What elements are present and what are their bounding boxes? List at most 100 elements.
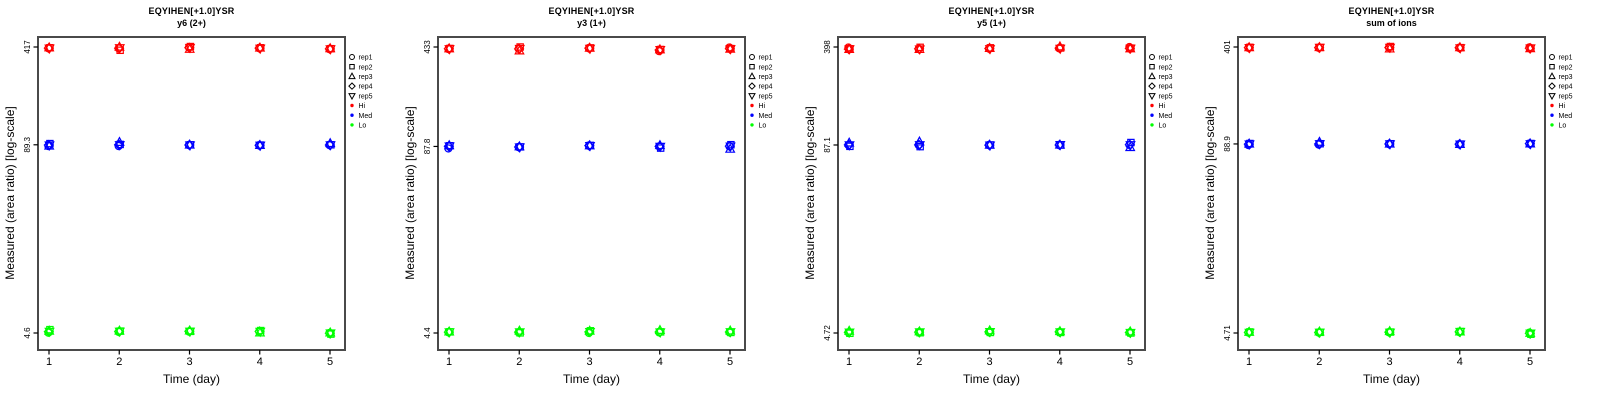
x-tick-label: 5: [727, 356, 733, 368]
level-dot-icon: [750, 113, 754, 117]
circle-legend-icon: [349, 54, 355, 60]
legend-label: Hi: [1559, 103, 1566, 110]
data-point-marker: [1384, 43, 1396, 54]
y-tick-label: 87.8: [423, 138, 432, 154]
data-point-marker: [914, 328, 926, 338]
legend-label: rep4: [1559, 84, 1573, 91]
plot-subtitle: y6 (2+): [177, 18, 206, 28]
triangle-down-legend-icon: [748, 93, 756, 101]
data-point-marker: [1314, 328, 1326, 339]
level-dot-icon: [350, 113, 354, 117]
legend-label: rep1: [359, 55, 373, 62]
diamond-legend-icon: [748, 82, 756, 90]
y-tick-label: 4.6: [23, 327, 32, 339]
data-point-marker: [654, 142, 666, 153]
x-axis-label: Time (day): [163, 372, 220, 386]
y-axis-label: Measured (area ratio) [log-scale]: [1203, 106, 1217, 280]
scatter-plot: 1 2 3 4 5 433 87.8 4.4 rep1 rep2 rep3 rep4 rep5 Hi Med…: [423, 36, 773, 368]
data-point-marker: [1314, 43, 1326, 54]
legend-label: Lo: [1159, 123, 1167, 130]
data-point-marker: [444, 45, 455, 55]
x-tick-label: 4: [657, 356, 663, 368]
data-point-marker: [44, 327, 55, 338]
x-axis-label: Time (day): [963, 372, 1020, 386]
plot-frame: [1237, 36, 1546, 351]
legend-label: rep2: [359, 64, 373, 71]
legend-label: rep5: [1559, 93, 1573, 100]
triangle-down-legend-icon: [1148, 93, 1156, 101]
legend-label: Lo: [359, 123, 367, 130]
data-point-marker: [914, 45, 926, 56]
x-tick-label: 2: [1316, 356, 1322, 368]
data-point-marker: [1054, 44, 1066, 55]
legend-label: rep1: [759, 55, 773, 62]
square-legend-icon: [349, 63, 355, 70]
level-dot-icon: [1550, 103, 1554, 108]
data-point-marker: [725, 328, 736, 338]
y-axis-label: Measured (area ratio) [log-scale]: [803, 106, 817, 280]
data-point-marker: [1454, 327, 1466, 338]
data-point-marker: [325, 141, 336, 151]
data-point-marker: [514, 44, 526, 55]
level-dot-icon: [1150, 123, 1154, 127]
y-tick-label: 4.4: [423, 327, 432, 339]
legend-label: rep5: [1159, 93, 1173, 100]
data-point-marker: [725, 142, 736, 153]
x-tick-label: 3: [1386, 356, 1392, 368]
data-point-marker: [114, 327, 126, 338]
legend-label: Med: [759, 113, 773, 120]
data-point-marker: [725, 45, 736, 55]
plot-panel-sum: 1 2 3 4 5 401 88.9 4.71 rep1 rep2 rep3 rep4 rep5 Hi Me…: [1200, 0, 1600, 400]
data-point-marker: [44, 44, 55, 55]
data-point-marker: [324, 42, 336, 53]
legend-label: Lo: [1559, 123, 1567, 130]
plot-subtitle: sum of ions: [1366, 18, 1417, 28]
data-point-marker: [984, 45, 996, 55]
x-tick-label: 2: [916, 356, 922, 368]
data-point-marker: [254, 141, 266, 152]
y-axis-label: Measured (area ratio) [log-scale]: [3, 106, 17, 280]
legend-label: Med: [359, 113, 373, 120]
data-point-marker: [254, 327, 266, 338]
legend-label: rep3: [1559, 74, 1573, 81]
data-point-marker: [325, 45, 336, 55]
legend-label: rep3: [359, 74, 373, 81]
legend-label: Hi: [759, 103, 766, 110]
legend-label: Hi: [1159, 103, 1166, 110]
data-point-marker: [1125, 44, 1136, 55]
triangle-up-legend-icon: [748, 72, 756, 80]
data-point-marker: [514, 143, 526, 153]
square-legend-icon: [1549, 63, 1555, 70]
legend-label: rep5: [359, 93, 373, 100]
x-tick-label: 3: [586, 356, 592, 368]
legend-label: rep1: [1159, 55, 1173, 62]
data-point-marker: [254, 42, 266, 52]
circle-legend-icon: [749, 54, 755, 60]
level-dot-icon: [350, 123, 354, 127]
data-point-marker: [514, 328, 526, 338]
y-tick-label: 433: [423, 40, 432, 54]
data-point-marker: [1314, 140, 1326, 150]
data-point-marker: [184, 327, 196, 338]
level-dot-icon: [750, 123, 754, 127]
data-point-marker: [114, 141, 126, 151]
data-point-marker: [584, 327, 596, 338]
diamond-legend-icon: [1148, 82, 1156, 90]
scatter-plot: 1 2 3 4 5 401 88.9 4.71 rep1 rep2 rep3 rep4 rep5 Hi Me…: [1223, 36, 1573, 368]
y-tick-label: 398: [823, 40, 832, 54]
x-tick-label: 5: [327, 356, 333, 368]
data-point-marker: [254, 44, 266, 55]
plot-subtitle: y5 (1+): [977, 18, 1006, 28]
y-axis-label: Measured (area ratio) [log-scale]: [403, 106, 417, 280]
data-point-marker: [844, 45, 855, 55]
legend-label: Med: [1159, 113, 1173, 120]
y-tick-label: 87.1: [823, 137, 832, 153]
plot-frame: [437, 36, 746, 351]
data-point-marker: [325, 329, 336, 340]
triangle-up-legend-icon: [1548, 72, 1556, 80]
data-point-marker: [984, 328, 996, 338]
x-tick-label: 2: [516, 356, 522, 368]
plot-title: EQYIHEN[+1.0]YSR: [1348, 6, 1435, 16]
x-tick-label: 1: [846, 356, 852, 368]
